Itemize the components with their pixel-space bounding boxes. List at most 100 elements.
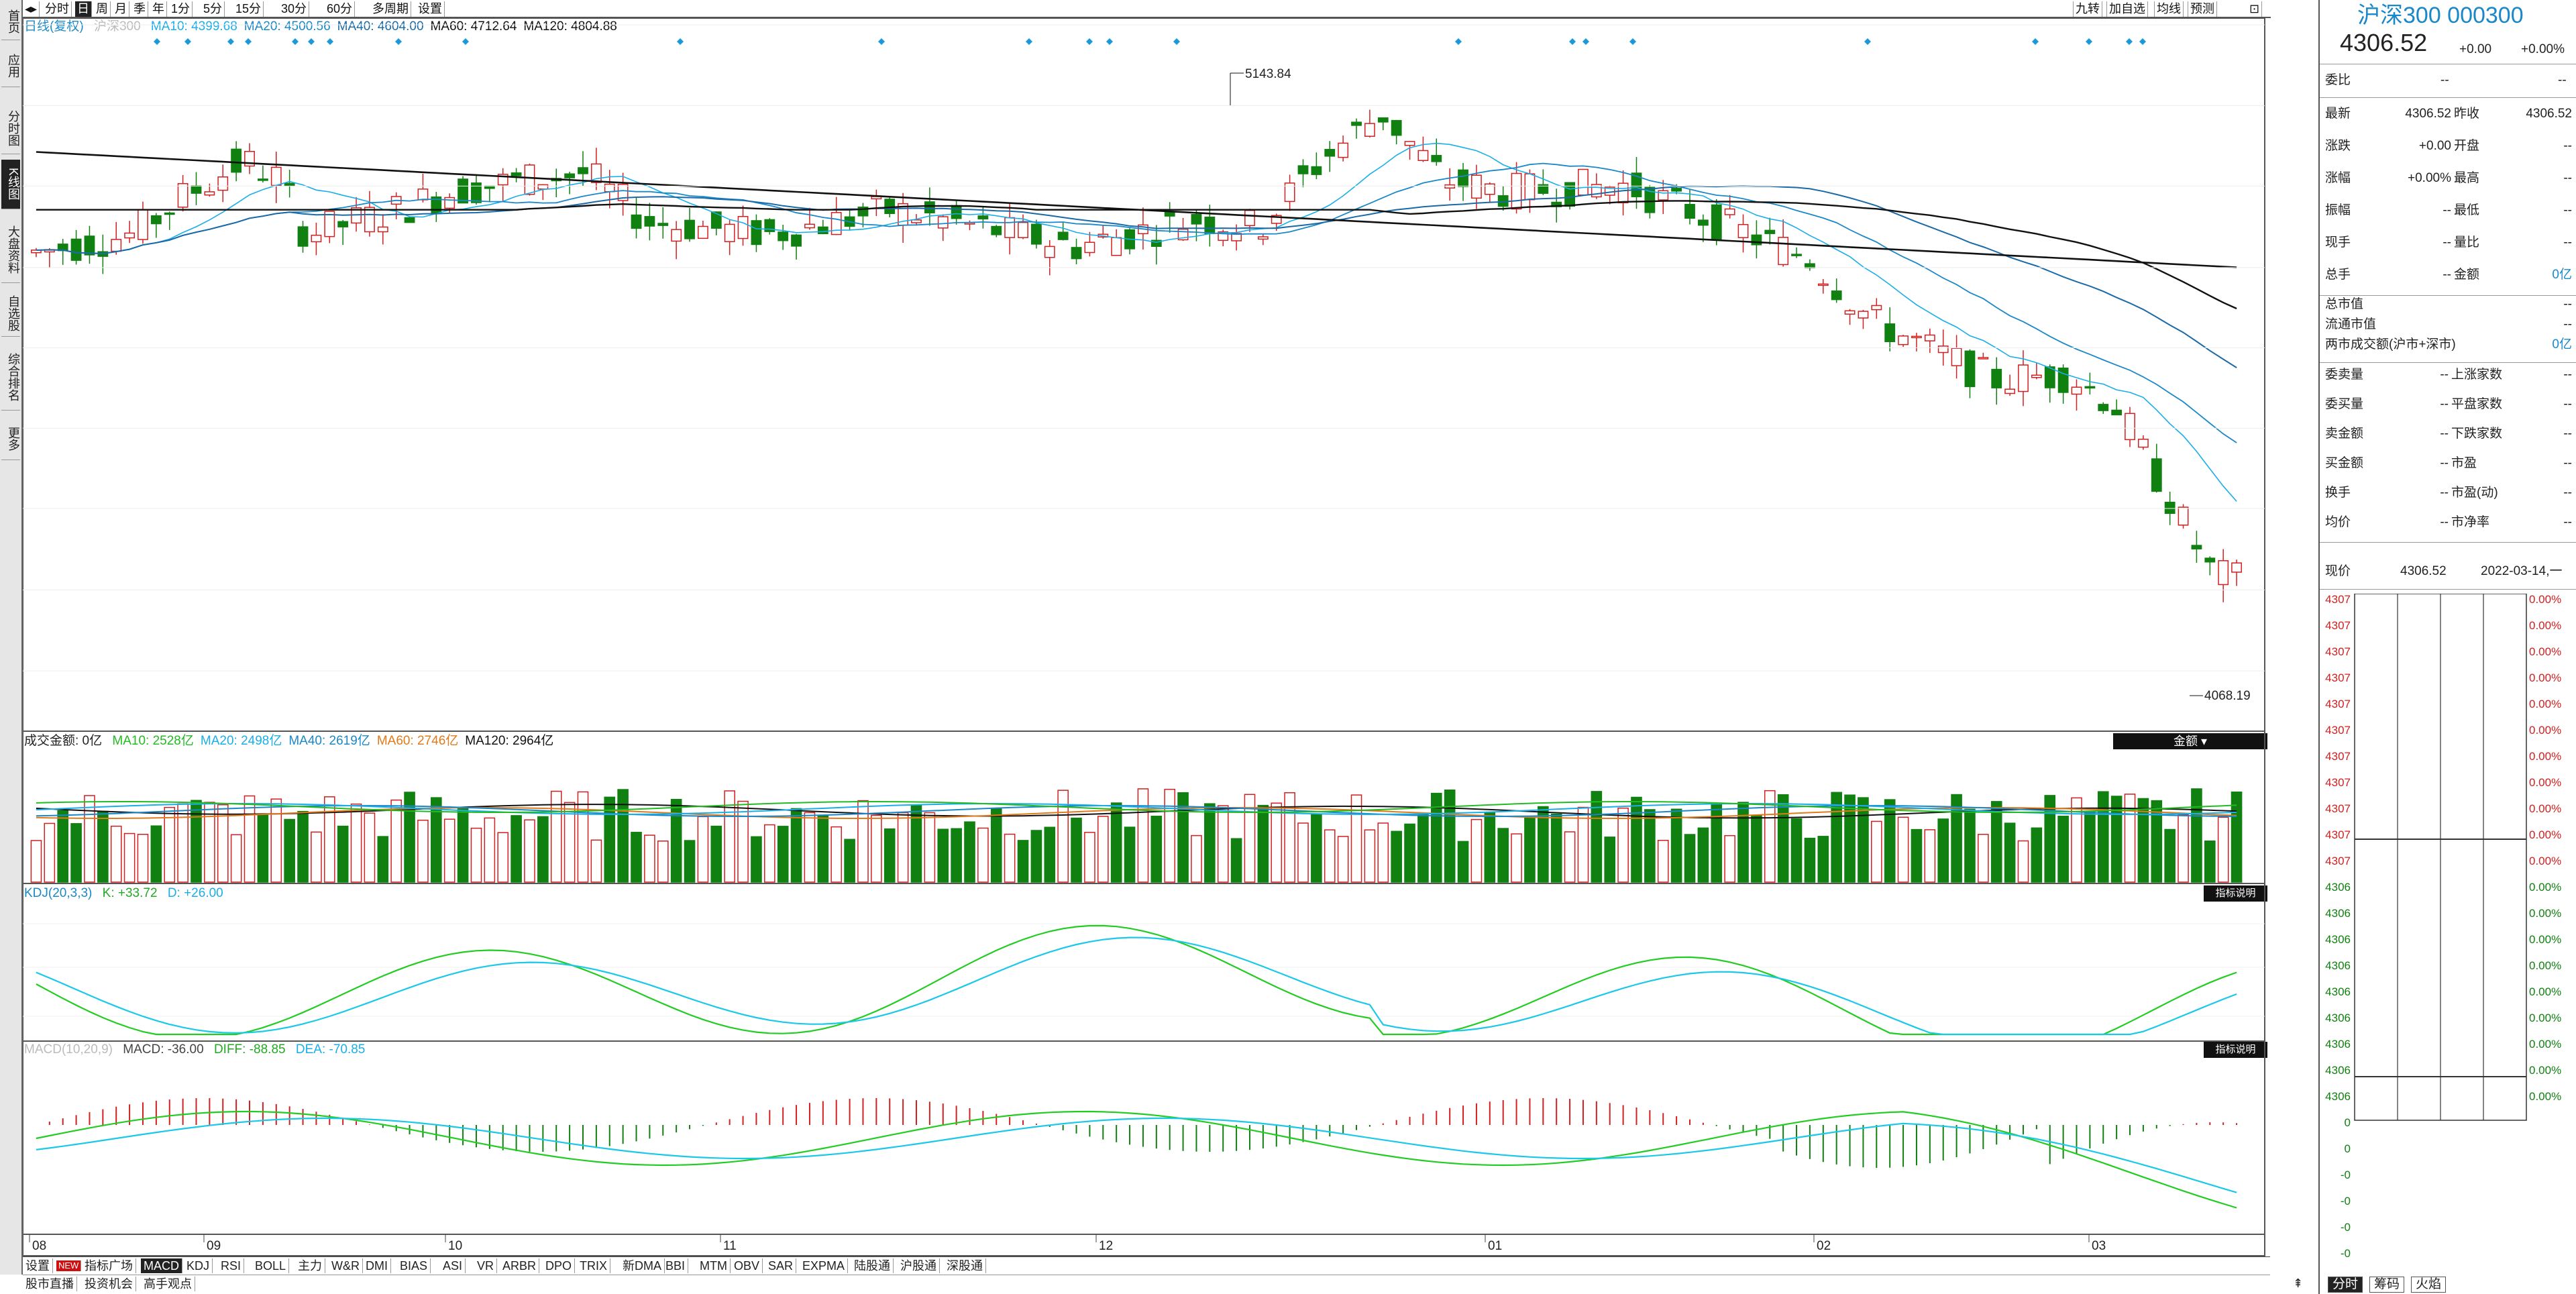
indicator-tab-14[interactable]: TRIX <box>577 1258 611 1273</box>
volume-bar <box>177 803 189 883</box>
indicator-tab-11[interactable]: VR <box>474 1258 498 1273</box>
left-tab-4[interactable]: 大盘资料 <box>1 216 20 283</box>
lock-icon[interactable]: ⊡ <box>2247 1 2263 17</box>
signal-marker <box>2086 38 2092 45</box>
panel-tab-2[interactable]: 火焰 <box>2411 1277 2447 1293</box>
top-tool-0[interactable]: 九转 <box>2073 1 2102 17</box>
indicator-tab-22[interactable]: 沪股通 <box>898 1258 940 1273</box>
bottom-link-1[interactable]: 投资机会 <box>82 1277 136 1291</box>
depth-left-label: 4307 <box>2325 855 2351 867</box>
period-tab-1[interactable]: 日 <box>75 1 92 17</box>
period-tab-9[interactable]: 30分 <box>279 1 310 17</box>
volume-bar <box>1524 816 1536 883</box>
volume-bar <box>1990 801 2002 883</box>
indicator-tab-19[interactable]: SAR <box>765 1258 797 1273</box>
volume-bar <box>2217 816 2229 883</box>
top-tool-3[interactable]: 预测 <box>2188 1 2217 17</box>
depth-left-label: 4307 <box>2325 594 2351 606</box>
period-toolbar: ◂▸ 分时日周月季年 1分 5分 15分 30分 60分 多周期 设置 九转 加自选 均线 预测 ⊡ <box>0 0 2271 18</box>
candle <box>2178 504 2189 529</box>
signal-marker <box>227 38 234 45</box>
indicator-tab-15[interactable]: 新DMA <box>620 1258 665 1273</box>
quote-value2: -- <box>2563 139 2572 153</box>
signal-marker <box>308 38 315 45</box>
stat-label: 委卖量 <box>2325 368 2364 382</box>
period-tab-2[interactable]: 周 <box>94 1 111 17</box>
candle <box>284 170 295 198</box>
volume-bar <box>364 812 376 883</box>
volume-bar <box>1790 818 1803 883</box>
period-tab-7[interactable]: 5分 <box>201 1 225 17</box>
bottom-link-0[interactable]: 股市直播 <box>23 1277 77 1291</box>
bottom-links: 股市直播 投资机会 高手观点 <box>23 1275 2270 1293</box>
volume-bar <box>1764 790 1776 883</box>
top-tool-1[interactable]: 加自选 <box>2106 1 2148 17</box>
stat-value: -- <box>2440 486 2449 500</box>
left-tab-3[interactable]: K线图 <box>1 160 20 209</box>
volume-bar <box>1071 817 1082 883</box>
period-tab-4[interactable]: 季 <box>131 1 148 17</box>
period-tab-3[interactable]: 月 <box>113 1 129 17</box>
indicator-tab-20[interactable]: EXPMA <box>800 1258 849 1273</box>
indicator-tab-23[interactable]: 深股通 <box>944 1258 986 1273</box>
indicator-tab-18[interactable]: OBV <box>731 1258 763 1273</box>
panel-tab-1[interactable]: 筹码 <box>2369 1277 2405 1293</box>
period-tab-12[interactable]: 设置 <box>416 1 445 17</box>
indicator-tab-4[interactable]: RSI <box>218 1258 245 1273</box>
left-tab-2[interactable]: 分时图 <box>1 102 20 154</box>
indicator-tab-3[interactable]: KDJ <box>184 1258 213 1273</box>
scroll-top-icon[interactable]: ⇞ <box>2293 1277 2304 1290</box>
left-tab-7[interactable]: 更多 <box>1 417 20 460</box>
left-tab-5[interactable]: 自选股 <box>1 290 20 337</box>
depth-left-label: 4307 <box>2325 802 2351 815</box>
toolbar-arrow-icon[interactable]: ◂▸ <box>23 1 40 17</box>
macd-help-button[interactable]: 指标说明 <box>2204 1042 2267 1058</box>
indicator-tab-5[interactable]: BOLL <box>252 1258 290 1273</box>
depth-left-label: 4306 <box>2325 959 2351 972</box>
left-tab-6[interactable]: 综合排名 <box>1 343 20 411</box>
indicator-tab-12[interactable]: ARBR <box>500 1258 540 1273</box>
volume-bar <box>1324 829 1336 883</box>
indicator-tab-7[interactable]: W&R <box>329 1258 363 1273</box>
period-tab-0[interactable]: 分时 <box>43 1 72 17</box>
indicator-tab-6[interactable]: 主力 <box>295 1258 325 1273</box>
panel-tab-0[interactable]: 分时 <box>2328 1277 2363 1293</box>
security-price: 4306.52 <box>2340 29 2428 56</box>
period-tab-6[interactable]: 1分 <box>169 1 193 17</box>
candle <box>1858 309 1869 329</box>
volume-bar <box>844 839 855 883</box>
indicator-tab-1[interactable]: 指标广场 <box>82 1258 136 1273</box>
period-tab-10[interactable]: 60分 <box>325 1 356 17</box>
indicator-tab-2[interactable]: MACD <box>141 1258 182 1273</box>
volume-bar <box>1271 802 1283 883</box>
period-tab-5[interactable]: 年 <box>150 1 167 17</box>
volume-bar <box>1057 790 1069 883</box>
left-tab-0[interactable]: 首页 <box>1 3 20 40</box>
candle <box>1684 190 1695 225</box>
candle <box>2191 531 2202 563</box>
volume-amount-dropdown[interactable]: 金额 ▾ <box>2113 733 2267 749</box>
indicator-tab-8[interactable]: DMI <box>363 1258 391 1273</box>
candle <box>991 225 1002 237</box>
indicator-tab-10[interactable]: ASI <box>440 1258 466 1273</box>
indicator-tab-13[interactable]: DPO <box>543 1258 576 1273</box>
volume-bar <box>1191 834 1202 883</box>
period-tab-8[interactable]: 15分 <box>233 1 264 17</box>
indicator-tab-16[interactable]: BBI <box>663 1258 689 1273</box>
indicator-tab-21[interactable]: 陆股通 <box>851 1258 894 1273</box>
kdj-help-button[interactable]: 指标说明 <box>2204 885 2267 902</box>
kline-chart[interactable]: 5143.844068.1952045071493948054673454144… <box>23 18 2270 1256</box>
volume-bar <box>1230 838 1242 883</box>
indicator-tab-9[interactable]: BIAS <box>397 1258 431 1273</box>
bottom-link-2[interactable]: 高手观点 <box>141 1277 195 1291</box>
candle <box>111 221 122 255</box>
indicator-tab-17[interactable]: MTM <box>697 1258 731 1273</box>
period-tab-11[interactable]: 多周期 <box>370 1 411 17</box>
depth-left-label: 4306 <box>2325 1038 2351 1050</box>
left-tab-1[interactable]: 应用 <box>1 44 20 87</box>
candle <box>217 164 229 203</box>
indicator-tab-0[interactable]: 设置 <box>23 1258 53 1273</box>
ma-line-1 <box>36 162 2237 443</box>
candle <box>1191 209 1202 241</box>
top-tool-2[interactable]: 均线 <box>2154 1 2184 17</box>
